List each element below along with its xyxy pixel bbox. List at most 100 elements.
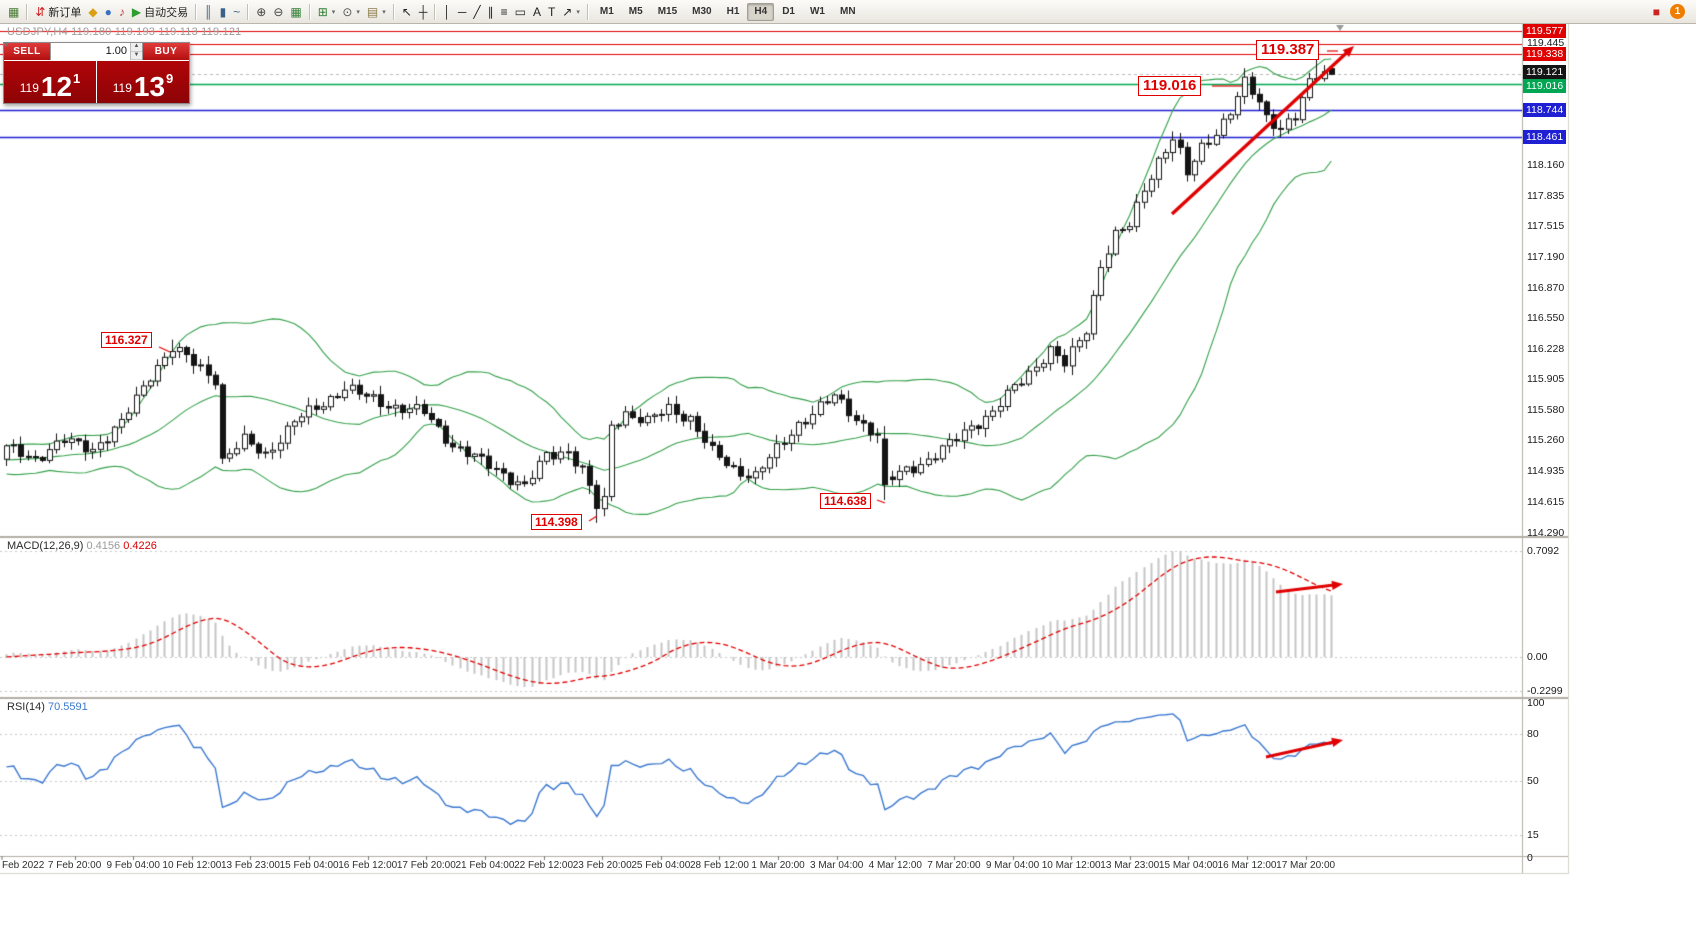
- crosshair-icon[interactable]: ┼: [416, 2, 431, 22]
- new-order-button-label: 新订单: [48, 6, 82, 19]
- favorites-icon[interactable]: ◆: [85, 2, 100, 22]
- bar-chart-icon-glyph: ║: [204, 4, 213, 19]
- price-axis-tick: 115.260: [1527, 434, 1565, 447]
- chart-annotation[interactable]: 119.387: [1256, 40, 1320, 60]
- rsi-axis-label: 15: [1527, 828, 1539, 841]
- price-axis-tick: 116.228: [1527, 342, 1565, 355]
- toolbar-separator: [392, 3, 395, 20]
- toolbar-separator: [247, 3, 250, 20]
- arrows-tool-icon[interactable]: ↗ ▾: [559, 2, 583, 22]
- text-icon[interactable]: A: [530, 2, 544, 22]
- dropdown-arrow-icon[interactable]: ▾: [382, 8, 386, 16]
- periods-menu-button[interactable]: ⊙ ▾: [339, 2, 363, 22]
- ask-price-display[interactable]: 119 13 9: [97, 61, 189, 103]
- profiles-icon[interactable]: ●: [102, 2, 115, 22]
- volume-value[interactable]: 1.00: [105, 45, 127, 57]
- price-line-label: 118.461: [1523, 129, 1567, 144]
- timeframe-h1[interactable]: H1: [726, 5, 740, 17]
- time-axis-label: 13 Mar 23:00: [1100, 860, 1160, 871]
- bid-price-main: 12: [40, 71, 73, 103]
- templates-menu-button[interactable]: ▤ ▾: [364, 2, 389, 22]
- ask-price-prefix: 119: [112, 81, 132, 95]
- spinner-down-icon[interactable]: ▼: [131, 51, 142, 60]
- new-chart-icon[interactable]: ▦: [5, 2, 22, 22]
- dropdown-arrow-icon[interactable]: ▾: [331, 8, 336, 16]
- sell-button[interactable]: SELL: [4, 43, 50, 60]
- bid-price-prefix: 119: [19, 81, 39, 95]
- toolbar-right-buttons: ■ 1: [1650, 2, 1691, 22]
- trade-panel-controls: SELL 1.00 ▲ ▼ BUY: [4, 43, 189, 60]
- timeframe-d1[interactable]: D1: [782, 5, 795, 17]
- vertical-line-icon[interactable]: │: [440, 2, 454, 22]
- candlestick-chart-icon[interactable]: ▮: [217, 2, 230, 22]
- notification-count-badge[interactable]: 1: [1670, 4, 1685, 19]
- timeframe-h4[interactable]: H4: [747, 2, 775, 21]
- time-axis-label: 17 Feb 20:00: [396, 860, 456, 871]
- cursor-icon-glyph: ↖: [401, 4, 412, 19]
- price-line-label: 118.744: [1523, 103, 1567, 118]
- dropdown-arrow-icon[interactable]: ▾: [576, 8, 580, 16]
- tile-windows-icon[interactable]: ▦: [287, 2, 304, 22]
- timeframe-m30[interactable]: M30: [692, 5, 712, 17]
- bar-chart-icon[interactable]: ║: [201, 2, 216, 22]
- time-axis-label: 9 Feb 04:00: [106, 860, 160, 871]
- time-axis-label: 21 Feb 04:00: [455, 860, 515, 871]
- time-axis-label: 9 Mar 04:00: [985, 860, 1040, 871]
- macd-axis-label: 0.7092: [1527, 544, 1560, 557]
- zoom-out-icon[interactable]: ⊖: [270, 2, 286, 22]
- equidistant-channel-icon[interactable]: ∥: [485, 2, 497, 22]
- macd-header: MACD(12,26,9) 0.4156 0.4226: [7, 540, 157, 552]
- spinner-up-icon[interactable]: ▲: [131, 43, 142, 52]
- main-toolbar: ▦ ⇵ 新订单 ◆ ● ♪ ▶ 自动交易 ║ ▮ ~ ⊕ ⊖ ▦ ⊞ ▾ ⊙ ▾ ▤ ▾ ↖ ┼ │ ─ ╱ ∥ ≡ ▭ A T ↗ ▾ M1 M…: [0, 0, 1696, 24]
- bid-price-display[interactable]: 119 12 1: [4, 61, 97, 103]
- candlestick-chart-icon-glyph: ▮: [219, 4, 227, 19]
- sounds-icon[interactable]: ♪: [116, 2, 128, 22]
- text-label-icon[interactable]: T: [545, 2, 558, 22]
- price-line-label: 119.577: [1523, 24, 1567, 38]
- price-axis-tick: 114.615: [1527, 495, 1565, 508]
- chart-annotation[interactable]: 114.638: [820, 493, 871, 509]
- rsi-value: 70.5591: [47, 701, 88, 713]
- zoom-in-icon[interactable]: ⊕: [253, 2, 269, 22]
- fibonacci-icon[interactable]: ≡: [498, 2, 511, 22]
- rsi-axis-label: 50: [1527, 774, 1539, 787]
- new-order-glyph: ⇵: [35, 4, 46, 19]
- tile-windows-icon-glyph: ▦: [290, 4, 302, 19]
- timeframe-w1[interactable]: W1: [809, 5, 825, 17]
- indicators-menu-button[interactable]: ⊞ ▾: [315, 2, 339, 22]
- auto-trading-button-label: 自动交易: [144, 6, 189, 19]
- favorites-icon-glyph: ◆: [88, 4, 98, 19]
- buy-button[interactable]: BUY: [143, 43, 189, 60]
- auto-trading-button[interactable]: ▶ 自动交易: [129, 2, 191, 22]
- timeframe-mn[interactable]: MN: [839, 5, 856, 17]
- fibonacci-icon-glyph: ≡: [500, 4, 508, 19]
- timeframe-m1[interactable]: M1: [599, 5, 614, 17]
- price-axis-tick: 119.445: [1527, 37, 1565, 50]
- macd-axis-label: -0.2299: [1527, 685, 1563, 698]
- time-axis-label: Feb 2022: [2, 860, 45, 871]
- chart-ohlc-header: USDJPY,H4 119.180 119.193 119.113 119.12…: [7, 26, 242, 38]
- chart-annotation[interactable]: 119.016: [1138, 76, 1202, 96]
- new-order-button[interactable]: ⇵ 新订单: [32, 2, 84, 22]
- timeframe-m15[interactable]: M15: [657, 5, 678, 17]
- volume-field[interactable]: 1.00 ▲ ▼: [50, 43, 143, 60]
- time-axis-label: 4 Mar 12:00: [868, 860, 922, 871]
- trendline-icon[interactable]: ╱: [470, 2, 483, 22]
- macd-axis-label: 0.00: [1527, 651, 1548, 663]
- time-axis-label: 25 Feb 04:00: [631, 860, 691, 871]
- dropdown-arrow-icon[interactable]: ▾: [356, 8, 360, 16]
- chart-annotation[interactable]: 114.398: [531, 514, 582, 530]
- market-alert-icon[interactable]: ■: [1650, 2, 1663, 22]
- rsi-axis-label: 80: [1527, 728, 1539, 740]
- cursor-icon[interactable]: ↖: [399, 2, 415, 22]
- chart-annotation[interactable]: 116.327: [101, 332, 152, 348]
- volume-spinner[interactable]: ▲ ▼: [130, 43, 142, 60]
- ask-price-main: 13: [133, 71, 166, 103]
- shapes-icon[interactable]: ▭: [512, 2, 529, 22]
- timeframe-m5[interactable]: M5: [628, 5, 643, 17]
- arrows-tool-icon-glyph: ↗: [562, 4, 573, 19]
- line-chart-icon[interactable]: ~: [230, 2, 243, 22]
- trade-panel-toggle-icon[interactable]: ▼: [2, 40, 10, 49]
- horizontal-line-icon[interactable]: ─: [455, 2, 470, 22]
